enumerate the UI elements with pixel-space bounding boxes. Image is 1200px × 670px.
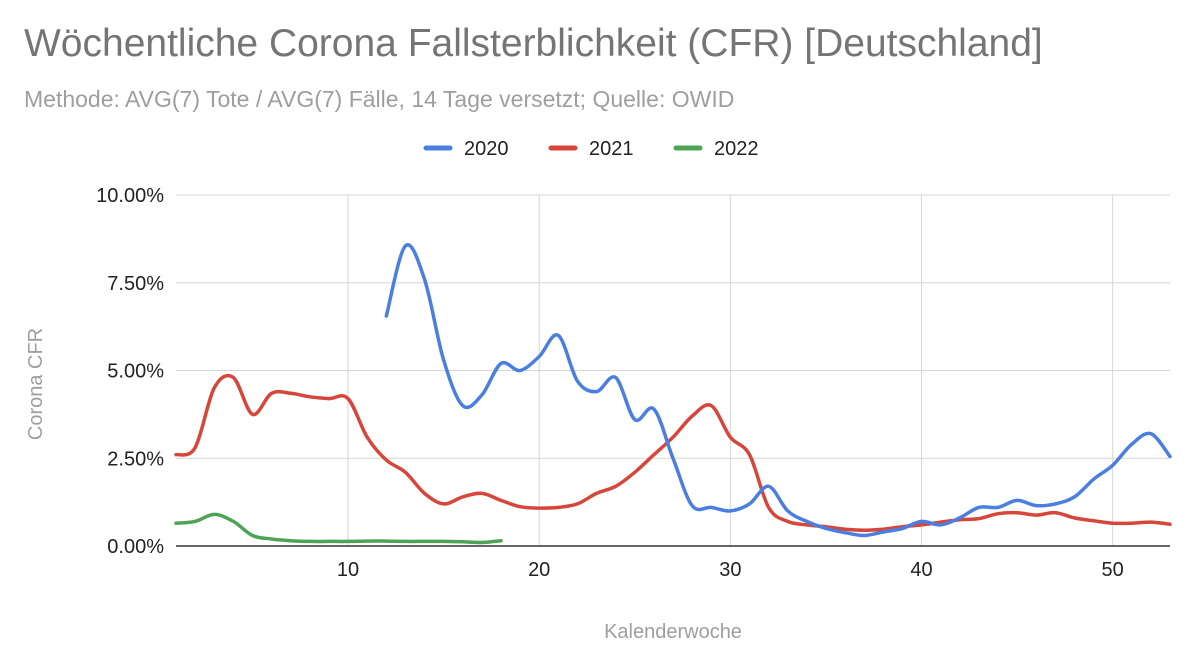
chart-title: Wöchentliche Corona Fallsterblichkeit (C… <box>24 22 1043 65</box>
series-line-2022 <box>174 512 503 545</box>
y-tick-label: 5.00% <box>107 361 164 383</box>
series-lines <box>174 243 1172 545</box>
legend-label-2022: 2022 <box>714 138 759 160</box>
series-line-2021 <box>174 373 1172 532</box>
y-tick-label: 2.50% <box>107 448 164 470</box>
y-axis-title: Corona CFR <box>25 328 47 440</box>
grid-lines <box>176 194 1170 546</box>
y-tick-label: 10.00% <box>96 185 164 207</box>
axes: 0.00% 2.50% 5.00% 7.50% 10.00% 10 20 30 40 50 <box>96 185 1170 581</box>
series-line-2020 <box>384 243 1172 538</box>
x-axis-title: Kalenderwoche <box>604 621 742 643</box>
x-tick-label: 30 <box>719 559 741 581</box>
x-tick-label: 10 <box>337 559 359 581</box>
legend: 2020 2021 2022 <box>423 138 759 160</box>
y-tick-label: 0.00% <box>107 536 164 558</box>
y-tick-label: 7.50% <box>107 273 164 295</box>
legend-label-2021: 2021 <box>589 138 634 160</box>
x-tick-label: 40 <box>910 559 932 581</box>
chart-subtitle: Methode: AVG(7) Tote / AVG(7) Fälle, 14 … <box>24 86 735 112</box>
x-tick-label: 20 <box>528 559 550 581</box>
x-tick-label: 50 <box>1102 559 1124 581</box>
legend-label-2020: 2020 <box>464 138 509 160</box>
